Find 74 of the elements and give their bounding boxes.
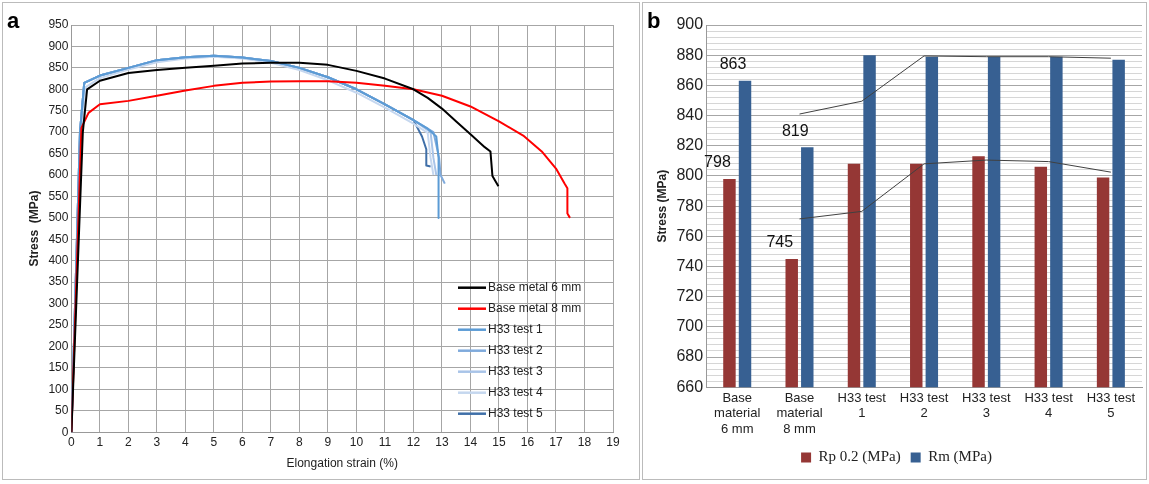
y-tick-label: 660 xyxy=(676,377,704,395)
y-tick-label: 750 xyxy=(48,103,69,118)
legend-label: H33 test 2 xyxy=(488,343,544,358)
y-tick-label: 150 xyxy=(48,360,69,375)
x-tick-label: Base material 6 mm xyxy=(714,389,761,436)
x-tick-label: 10 xyxy=(349,434,364,449)
y-tick-label: 600 xyxy=(48,167,69,182)
y-tick-label: 800 xyxy=(48,81,69,96)
x-tick-label: 16 xyxy=(520,434,535,449)
data-label: 863 xyxy=(719,55,747,73)
y-tick-label: 950 xyxy=(48,17,69,32)
x-tick-label: 12 xyxy=(406,434,421,449)
y-tick-label: 200 xyxy=(48,338,69,353)
x-tick-label: 7 xyxy=(267,434,275,449)
x-tick-label: H33 test 1 xyxy=(837,389,887,421)
data-label: 819 xyxy=(781,121,809,139)
x-tick-label: H33 test 4 xyxy=(1024,389,1074,421)
x-axis-title: Elongation strain (%) xyxy=(286,456,398,471)
x-tick-label: 9 xyxy=(324,434,332,449)
legend-label: H33 test 1 xyxy=(488,322,544,337)
legend-label: Rp 0.2 (MPa) xyxy=(818,448,901,466)
y-tick-label: 760 xyxy=(676,226,704,244)
x-tick-label: 11 xyxy=(378,434,392,449)
y-tick-label: 100 xyxy=(48,381,69,396)
x-tick-label: 5 xyxy=(210,434,218,449)
y-axis-title: Stress (MPa) xyxy=(654,169,669,243)
x-tick-label: 15 xyxy=(492,434,506,449)
y-tick-label: 700 xyxy=(48,124,69,139)
x-tick-label: 4 xyxy=(182,434,190,449)
x-tick-label: 17 xyxy=(549,434,563,449)
x-tick-label: H33 test 5 xyxy=(1086,389,1136,421)
y-tick-label: 720 xyxy=(676,287,704,305)
y-tick-label: 700 xyxy=(676,317,704,335)
y-tick-label: 740 xyxy=(676,256,704,274)
x-tick-label: 8 xyxy=(296,434,304,449)
y-tick-label: 250 xyxy=(48,317,69,332)
y-tick-label: 800 xyxy=(676,166,704,184)
y-tick-label: 350 xyxy=(48,274,69,289)
x-tick-label: H33 test 2 xyxy=(899,389,949,421)
y-tick-label: 680 xyxy=(676,347,704,365)
x-tick-label: 13 xyxy=(435,434,449,449)
y-tick-label: 500 xyxy=(48,210,69,225)
data-label: 798 xyxy=(704,153,731,171)
x-tick-label: 14 xyxy=(463,434,478,449)
legend-label: Rm (MPa) xyxy=(928,448,992,466)
x-tick-label: 6 xyxy=(239,434,247,449)
y-tick-label: 550 xyxy=(48,188,69,203)
x-tick-label: H33 test 3 xyxy=(962,389,1011,421)
x-tick-label: 2 xyxy=(125,434,133,449)
y-tick-label: 900 xyxy=(676,15,704,33)
y-tick-label: 850 xyxy=(48,60,69,75)
y-tick-label: 450 xyxy=(48,231,69,246)
y-tick-label: 880 xyxy=(676,45,704,63)
y-tick-label: 860 xyxy=(676,75,704,93)
y-tick-label: 820 xyxy=(676,136,704,154)
y-tick-label: 780 xyxy=(676,196,704,214)
x-tick-label: 3 xyxy=(153,434,161,449)
y-tick-label: 50 xyxy=(55,403,69,418)
x-tick-label: 19 xyxy=(606,434,620,449)
x-tick-label: Base material 8 mm xyxy=(776,389,823,436)
chart-title: b xyxy=(647,8,661,34)
y-tick-label: 650 xyxy=(48,145,69,160)
x-tick-label: 1 xyxy=(96,434,104,449)
chart-title: a xyxy=(7,8,20,34)
legend-label: Base metal 8 mm xyxy=(488,301,582,316)
y-tick-label: 400 xyxy=(48,253,69,268)
data-label: 745 xyxy=(766,233,794,251)
y-tick-label: 840 xyxy=(676,105,704,123)
y-axis-title: Stress (MPa) xyxy=(26,190,41,267)
y-tick-label: 300 xyxy=(48,295,69,310)
y-tick-label: 900 xyxy=(48,38,69,53)
legend-label: H33 test 3 xyxy=(488,364,544,379)
x-tick-label: 18 xyxy=(577,434,592,449)
legend-label: Base metal 6 mm xyxy=(488,280,582,295)
